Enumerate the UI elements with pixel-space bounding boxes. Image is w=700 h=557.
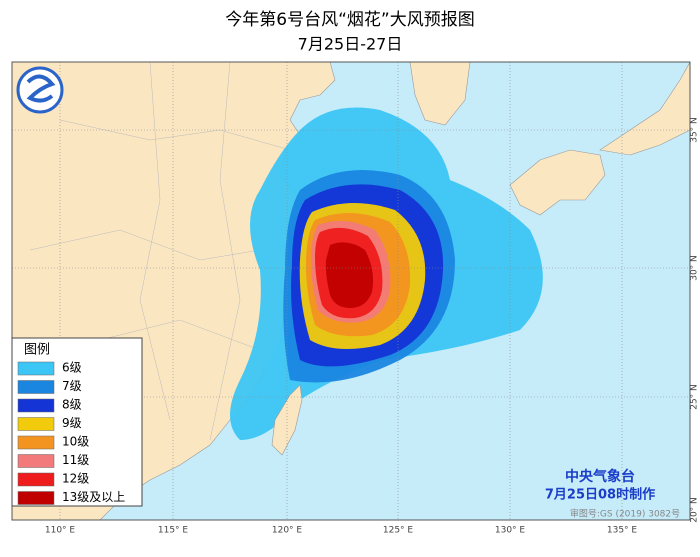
legend-swatch bbox=[17, 454, 55, 468]
legend-label: 12级 bbox=[62, 472, 89, 486]
approval-number: 审图号:GS (2019) 3082号 bbox=[570, 508, 680, 520]
legend-swatch bbox=[17, 435, 55, 450]
legend-label: 9级 bbox=[62, 416, 82, 430]
latitude-label: 30° N bbox=[690, 255, 700, 281]
legend-label: 10级 bbox=[62, 435, 89, 449]
title: 今年第6号台风“烟花”大风预报图 bbox=[225, 10, 474, 30]
longitude-label: 125° E bbox=[383, 526, 414, 536]
province-borders bbox=[29, 62, 291, 441]
legend-label: 7级 bbox=[62, 379, 82, 393]
latitude-label: 25° N bbox=[690, 384, 700, 410]
issue-time: 7月25日08时制作 bbox=[545, 487, 655, 503]
agency: 中央气象台 bbox=[565, 468, 635, 485]
legend-title: 图例 bbox=[24, 343, 50, 358]
honshu bbox=[599, 62, 690, 156]
legend-label: 6级 bbox=[62, 361, 82, 375]
legend-swatch bbox=[17, 417, 55, 431]
legend-label: 8级 bbox=[62, 398, 82, 412]
legend-swatch bbox=[17, 491, 55, 505]
longitude-label: 135° E bbox=[607, 526, 638, 536]
longitude-label: 120° E bbox=[272, 526, 303, 536]
subtitle: 7月25日-27日 bbox=[298, 35, 403, 54]
longitude-label: 130° E bbox=[495, 526, 526, 536]
wind-zones bbox=[230, 107, 543, 440]
map-frame bbox=[11, 61, 691, 521]
legend-label: 11级 bbox=[62, 453, 89, 467]
longitude-label: 110° E bbox=[45, 526, 76, 536]
axes-labels: 110° E 115° E 120° E 125° E 130° E 135° E 35° … bbox=[45, 117, 700, 535]
legend: 图例 6级 7级 8级 9级 10级 11级 12级 13级及以上 bbox=[11, 337, 143, 507]
longitude-label: 115° E bbox=[158, 526, 189, 536]
graticule bbox=[12, 62, 690, 520]
kyushu bbox=[509, 149, 606, 216]
wind-zone bbox=[325, 242, 374, 308]
latitude-label: 35° N bbox=[690, 117, 700, 143]
legend-swatch bbox=[17, 398, 55, 413]
legend-swatch bbox=[17, 380, 55, 394]
latitude-label: 20° N bbox=[690, 497, 700, 523]
legend-swatch bbox=[17, 472, 55, 487]
legend-swatch bbox=[17, 361, 55, 376]
korea bbox=[409, 62, 471, 126]
logo bbox=[16, 66, 64, 114]
legend-label: 13级及以上 bbox=[62, 490, 125, 504]
